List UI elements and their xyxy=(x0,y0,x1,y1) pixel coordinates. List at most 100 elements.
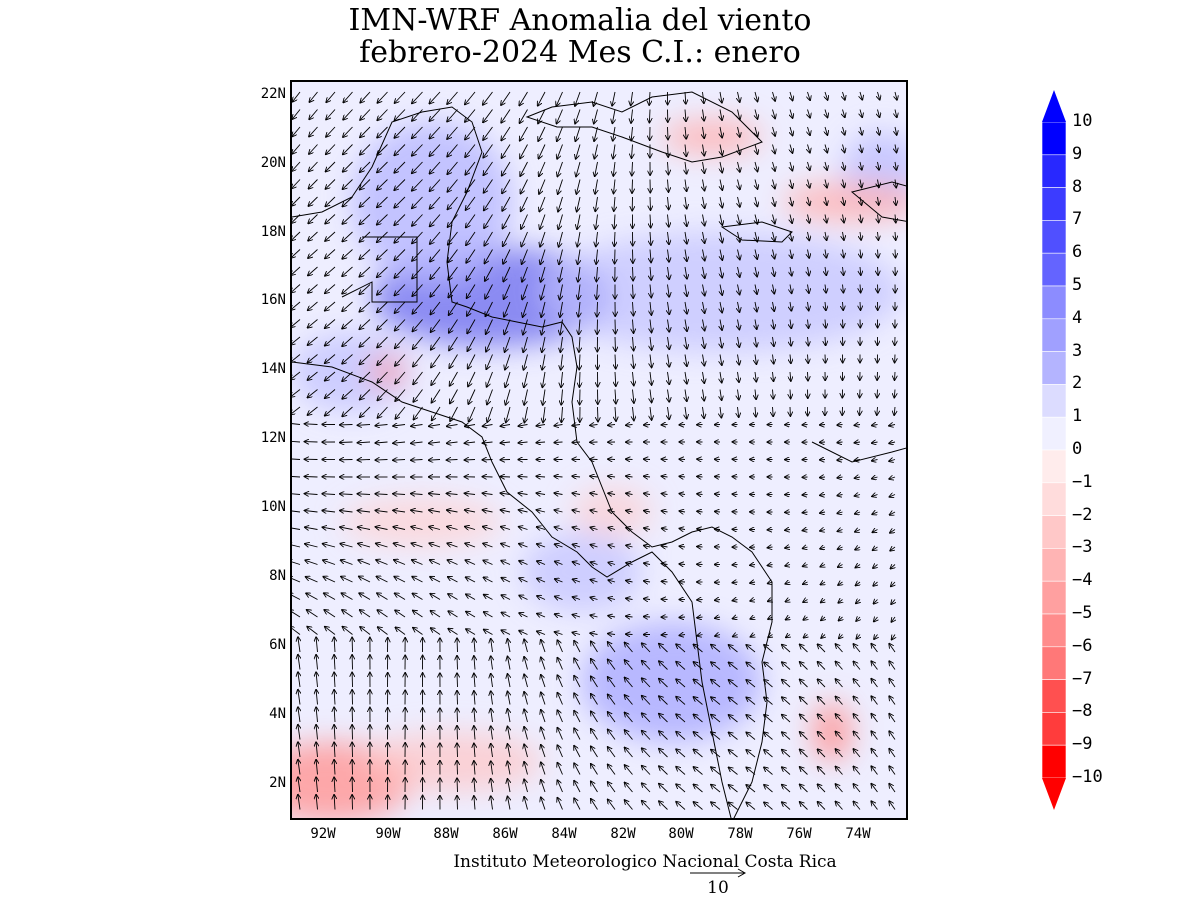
wind-vector xyxy=(613,144,615,159)
wind-vector xyxy=(537,527,546,530)
wind-vector xyxy=(306,577,318,583)
wind-vector xyxy=(467,301,476,316)
wind-vector xyxy=(755,354,756,365)
wind-vector xyxy=(685,266,687,279)
wind-vector xyxy=(325,336,336,346)
wind-vector xyxy=(305,544,318,547)
wind-vector xyxy=(412,196,423,208)
wind-vector xyxy=(733,600,738,601)
wind-vector xyxy=(860,214,861,223)
wind-vector xyxy=(837,512,843,513)
wind-vector xyxy=(375,442,388,443)
wind-vector xyxy=(703,144,705,156)
wind-vector xyxy=(487,406,493,422)
wind-vector xyxy=(465,179,476,193)
wind-vector xyxy=(837,495,843,496)
wind-vector xyxy=(429,144,441,157)
wind-vector xyxy=(502,161,511,176)
lat-label-14n: 14N xyxy=(260,361,286,377)
wind-vector xyxy=(537,614,546,617)
wind-vector xyxy=(808,319,809,329)
wind-vector xyxy=(292,144,301,154)
wind-vectors xyxy=(292,91,897,810)
wind-vector xyxy=(755,319,757,330)
colorbar-box xyxy=(1041,548,1067,582)
wind-vector xyxy=(894,406,895,415)
wind-vector xyxy=(413,389,423,402)
wind-vector xyxy=(755,161,758,171)
wind-vector xyxy=(340,494,353,495)
wind-vector xyxy=(447,144,458,157)
wind-vector xyxy=(431,336,441,350)
wind-vector xyxy=(343,179,353,190)
wind-vector xyxy=(860,91,862,100)
wind-vector xyxy=(685,214,687,227)
wind-vector xyxy=(820,530,826,531)
wind-vector xyxy=(890,530,896,533)
wind-vector xyxy=(650,301,651,315)
wind-vector xyxy=(523,336,528,352)
wind-vector xyxy=(755,196,757,206)
wind-vector xyxy=(738,249,740,260)
wind-vector xyxy=(465,527,476,530)
wind-vector xyxy=(448,196,458,209)
wind-vector xyxy=(292,354,301,363)
wind-vector xyxy=(720,319,722,331)
wind-vector xyxy=(555,561,563,564)
wind-vector xyxy=(895,214,896,223)
wind-vector xyxy=(431,354,441,368)
lon-label-90w: 90W xyxy=(375,826,401,842)
colorbar-box xyxy=(1041,121,1067,156)
wind-vector xyxy=(483,91,493,105)
wind-vector xyxy=(502,144,511,159)
wind-vector xyxy=(393,494,406,495)
wind-vector xyxy=(467,319,476,334)
wind-vector xyxy=(790,231,792,241)
lat-label-2n: 2N xyxy=(269,775,286,791)
wind-vector xyxy=(377,214,388,225)
wind-vector xyxy=(447,493,458,494)
wind-vector xyxy=(429,425,441,427)
wind-vector xyxy=(429,527,441,530)
wind-vector xyxy=(322,527,336,529)
wind-vector xyxy=(685,406,687,419)
wind-vector xyxy=(376,527,388,530)
wind-vector xyxy=(644,546,651,547)
wind-vector xyxy=(650,249,651,263)
wind-vector xyxy=(520,109,528,124)
wind-vector xyxy=(393,425,406,427)
wind-vector xyxy=(325,389,336,399)
wind-vector xyxy=(668,144,669,157)
wind-vector xyxy=(697,529,703,530)
wind-vector xyxy=(555,544,563,547)
wind-vector xyxy=(322,511,336,513)
wind-vector xyxy=(502,196,511,211)
wind-vector xyxy=(292,561,301,565)
wind-vector xyxy=(536,442,546,443)
wind-vector xyxy=(340,511,353,513)
wind-vector xyxy=(626,511,633,513)
wind-vector xyxy=(539,144,546,159)
wind-vector xyxy=(572,493,581,494)
wind-vector xyxy=(560,319,562,335)
wind-vector xyxy=(633,406,634,420)
wind-vector xyxy=(679,494,686,495)
wind-vector xyxy=(577,231,580,247)
lat-label-4n: 4N xyxy=(269,706,286,722)
wind-vector xyxy=(500,477,511,478)
wind-vector xyxy=(803,530,808,531)
wind-vector xyxy=(732,582,738,583)
wind-vector xyxy=(465,161,476,175)
wind-vector xyxy=(825,214,827,223)
colorbar-box xyxy=(1041,318,1067,352)
wind-vector xyxy=(626,528,633,530)
wind-vector xyxy=(536,476,546,477)
wind-vector xyxy=(703,179,705,191)
wind-vector xyxy=(808,126,811,135)
wind-vector xyxy=(738,354,740,365)
wind-vector xyxy=(395,91,406,103)
wind-vector xyxy=(790,249,792,259)
wind-vector xyxy=(447,109,458,122)
wind-vector xyxy=(755,231,757,242)
wind-vector xyxy=(808,249,810,258)
